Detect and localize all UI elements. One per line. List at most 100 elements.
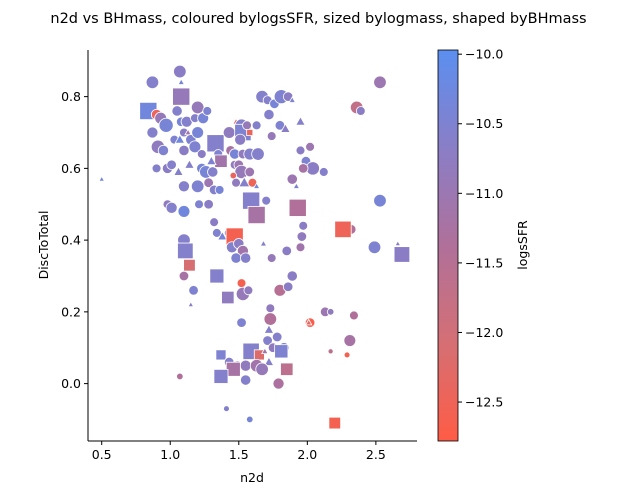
data-point-circle xyxy=(165,201,178,214)
data-point-square xyxy=(177,242,194,260)
data-point-circle xyxy=(177,205,191,218)
data-point-triangle xyxy=(177,78,185,85)
data-point-circle xyxy=(349,310,359,321)
data-point-circle xyxy=(222,126,236,139)
data-point-circle xyxy=(202,106,213,116)
data-point-circle xyxy=(203,199,214,210)
data-point-square xyxy=(206,134,225,153)
data-point-circle xyxy=(207,166,219,178)
data-point-circle xyxy=(281,245,292,257)
data-point-triangle xyxy=(263,324,275,334)
data-point-circle xyxy=(318,167,329,177)
data-point-circle xyxy=(145,75,160,90)
data-point-square xyxy=(215,349,227,361)
data-point-circle xyxy=(236,317,247,328)
x-tick-label: 1.5 xyxy=(229,447,249,462)
data-point-circle xyxy=(234,133,247,146)
data-point-circle xyxy=(242,120,252,131)
data-point-triangle xyxy=(206,155,217,166)
data-point-circle xyxy=(266,131,277,141)
data-point-triangle xyxy=(238,176,251,188)
data-point-circle xyxy=(255,362,269,376)
y-tick-label: 0.2 xyxy=(61,304,81,319)
data-point-circle xyxy=(355,106,366,116)
data-point-circle xyxy=(265,303,276,314)
data-point-triangle xyxy=(288,96,297,103)
data-point-circle xyxy=(343,334,357,347)
data-point-circle xyxy=(246,415,254,424)
data-point-circle xyxy=(298,220,309,231)
x-tick-label: 2.5 xyxy=(366,447,386,462)
data-point-circle xyxy=(261,195,272,206)
data-point-triangle xyxy=(280,123,291,133)
y-tick-label: 0.8 xyxy=(61,89,81,104)
data-point-circle xyxy=(196,149,207,159)
data-point-circle xyxy=(263,312,278,326)
data-point-circle xyxy=(286,173,298,185)
data-point-triangle xyxy=(252,182,261,189)
data-point-circle xyxy=(194,199,204,210)
y-ticks: 0.0 0.2 0.4 0.6 0.8 xyxy=(61,89,88,391)
y-tick-label: 0.4 xyxy=(61,233,81,248)
data-point-circle xyxy=(243,285,254,296)
x-ticks: 0.5 1.0 1.5 2.0 2.5 xyxy=(92,441,386,462)
y-axis-label: DiscToTotal xyxy=(36,211,51,280)
data-point-circle xyxy=(263,108,275,121)
data-point-circle xyxy=(251,120,262,131)
data-point-circle xyxy=(271,331,283,343)
data-point-circle xyxy=(209,217,219,228)
colorbar-tick-label: −10.5 xyxy=(465,116,503,131)
x-tick-label: 1.0 xyxy=(160,447,180,462)
data-point-triangle xyxy=(217,230,228,241)
data-point-circle xyxy=(326,308,335,316)
data-point-square xyxy=(209,268,225,284)
data-point-circle xyxy=(240,252,252,264)
data-point-square xyxy=(221,290,235,305)
x-axis-label: n2d xyxy=(240,470,264,485)
data-point-circle xyxy=(295,145,306,156)
data-point-circle xyxy=(286,270,298,282)
data-point-triangle xyxy=(261,347,269,354)
data-point-square xyxy=(246,129,254,137)
data-point-circle xyxy=(151,163,162,174)
data-point-circle xyxy=(203,177,214,188)
data-point-circle xyxy=(240,374,252,386)
colorbar-tick-label: −10.0 xyxy=(465,47,503,62)
x-tick-label: 0.5 xyxy=(92,447,112,462)
data-point-circle xyxy=(173,64,187,79)
data-point-square xyxy=(247,205,266,225)
colorbar-tick-label: −11.0 xyxy=(465,186,503,201)
colorbar-tick-label: −12.5 xyxy=(465,395,503,410)
data-point-circle xyxy=(327,348,334,355)
data-point-square xyxy=(334,220,352,238)
colorbar-tick-label: −11.5 xyxy=(465,255,503,270)
data-point-circle xyxy=(262,335,273,346)
data-point-triangle xyxy=(187,301,195,308)
data-point-circle xyxy=(266,253,277,263)
data-point-circle xyxy=(188,285,199,296)
data-point-circle xyxy=(229,171,238,180)
data-point-circle xyxy=(178,144,190,157)
colorbar xyxy=(437,49,459,442)
data-point-circle xyxy=(251,147,265,161)
data-point-square xyxy=(213,368,229,384)
data-point-square xyxy=(183,258,196,272)
data-point-circle xyxy=(171,105,183,117)
data-point-circle xyxy=(295,242,306,253)
data-point-triangle xyxy=(98,175,106,182)
data-point-triangle xyxy=(259,239,268,247)
data-point-circle xyxy=(297,163,309,174)
colorbar-ticks: −10.0 −10.5 −11.0 −11.5 −12.0 −12.5 xyxy=(458,47,503,410)
data-point-circle xyxy=(146,126,159,139)
data-point-circle xyxy=(244,166,255,178)
data-point-square xyxy=(393,246,411,263)
data-point-square xyxy=(288,198,307,217)
data-point-circle xyxy=(272,377,285,390)
data-point-circle xyxy=(188,140,202,154)
data-point-circle xyxy=(231,177,241,188)
data-point-circle xyxy=(190,179,205,194)
data-point-circle xyxy=(191,126,205,139)
data-point-square xyxy=(274,344,289,359)
